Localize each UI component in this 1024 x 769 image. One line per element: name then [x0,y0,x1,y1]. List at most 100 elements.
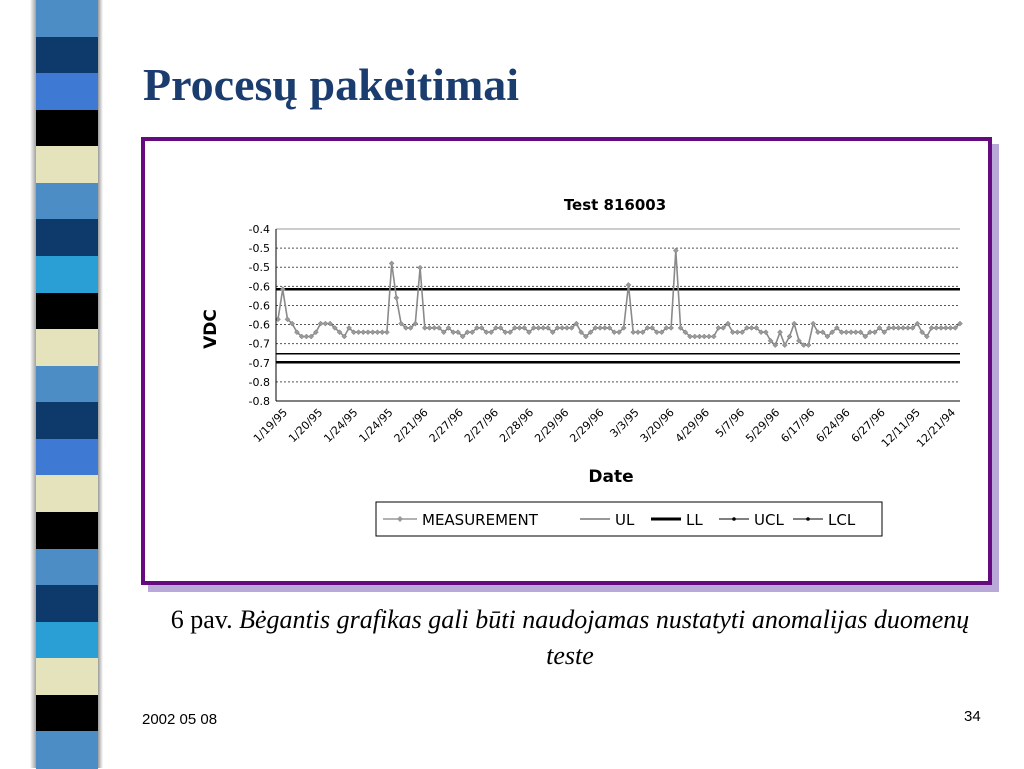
measurement-point [393,294,400,301]
stripe-segment [36,182,98,221]
figure-caption: 6 pav. Bėgantis grafikas gali būti naudo… [150,602,990,674]
measurement-point [919,329,925,336]
y-tick-label: -0.6 [249,299,270,312]
measurement-point [895,325,902,331]
measurement-point [279,286,286,293]
stripe-segment [36,292,98,331]
measurement-point [474,325,480,331]
y-tick-label: -0.4 [249,223,270,236]
measurement-point [725,320,731,327]
measurement-point [710,333,717,340]
measurement-point [701,333,708,340]
caption-text: Bėgantis grafikas gali būti naudojamas n… [239,605,970,670]
measurement-point [417,264,423,271]
measurement-point [952,325,959,331]
measurement-point [720,325,727,331]
x-tick-label: 1/20/95 [286,406,325,445]
stripe-segment [36,694,98,733]
measurement-point [644,325,651,331]
x-tick-label: 4/29/96 [673,406,712,445]
measurement-point [450,329,457,336]
measurement-point [559,325,566,331]
measurement-point [545,325,551,331]
measurement-point [691,333,698,340]
measurement-point [331,325,338,331]
x-tick-label: 3/3/95 [607,406,641,440]
x-tick-label: 2/21/96 [392,406,431,445]
legend-marker [397,516,403,522]
chart: Test 816003 -0.4 -0.5 -0.5 -0.6 -0.6 -0.6 -0.7… [201,196,963,537]
y-tick-label: -0.5 [249,261,270,274]
measurement-point [483,329,490,336]
measurement-point [507,329,513,336]
reference-lines [276,228,960,364]
measurement-point [459,333,466,340]
measurement-point [800,342,807,348]
footer-date: 2002 05 08 [142,711,218,728]
legend-marker [732,517,736,521]
stripe-segment [36,365,98,404]
stripe-segment [36,621,98,660]
measurement-point [630,329,637,336]
measurement-point [829,329,835,336]
measurement-point [881,329,888,336]
measurement-point [876,325,883,331]
measurement-point [871,329,878,336]
chart-title: Test 816003 [564,196,666,214]
measurement-point [668,325,674,331]
measurement-point [294,329,300,336]
stripe-segment [36,109,98,148]
stripe-segment [36,475,98,513]
legend-label-ll: LL [686,511,703,529]
measurement-point [564,325,570,331]
measurement-point [767,337,774,344]
measurement-point [431,325,438,331]
stripe-segment [36,512,98,550]
stripe-segment [36,731,98,769]
stripe-segment [36,402,98,440]
x-tick-label: 5/29/96 [743,406,782,445]
measurement-point [758,329,764,336]
measurement-point [796,337,802,344]
measurement-point [578,329,584,336]
y-tick-label: -0.8 [249,376,270,389]
measurement-point [388,260,395,267]
measurement-point [838,329,845,336]
measurement-point [384,329,390,336]
measurement-point [658,329,665,336]
measurement-point [360,329,367,336]
y-tick-label: -0.6 [249,280,270,293]
measurement-point [346,325,352,331]
measurement-point [947,325,954,331]
measurement-point [426,325,433,331]
measurement-point [639,329,646,336]
measurement-point [601,325,608,331]
measurement-point [819,329,826,336]
stripe-segment [36,548,98,587]
measurement-point [350,329,357,336]
stripe-segment [36,256,98,294]
measurement-point [412,320,419,327]
measurement-point [313,329,319,336]
measurement-point [687,333,693,340]
measurement-point [734,329,741,336]
slide-title: Procesų pakeitimai [143,59,520,110]
measurement-point [867,329,873,336]
y-axis-label: VDC [201,309,221,349]
measurement-point [365,329,371,336]
x-axis-label: Date [588,467,633,487]
measurement-point [303,333,310,340]
legend-label-lcl: LCL [828,511,856,529]
legend-label-ucl: UCL [754,511,784,529]
measurement-point [696,333,703,340]
measurement-point [938,325,944,331]
measurement-point [706,333,712,340]
x-tick-label: 2/28/96 [497,406,536,445]
measurement-point [914,320,921,327]
x-tick-label: 6/24/96 [813,406,852,445]
measurement-point [834,325,840,331]
measurement-point [516,325,523,331]
measurement-point [762,329,769,336]
measurement-point [511,325,518,331]
y-tick-label: -0.7 [249,357,270,370]
